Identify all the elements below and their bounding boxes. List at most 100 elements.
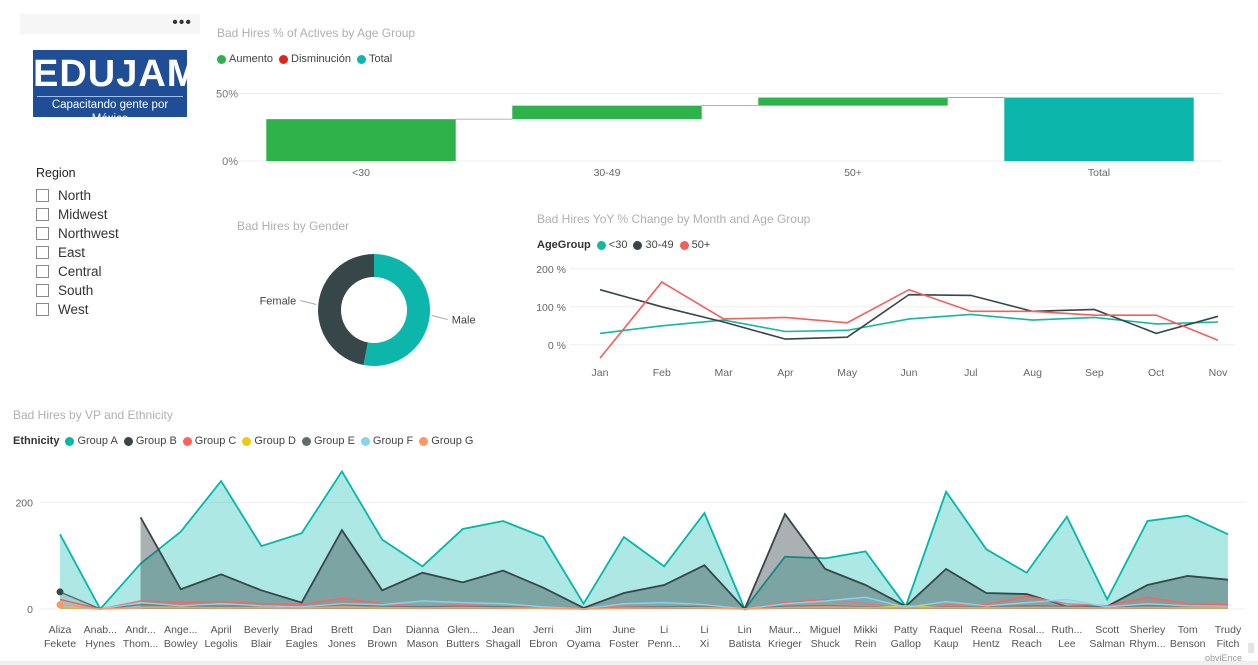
x-tick-label-dan-brown: Dan Brown xyxy=(367,624,397,650)
slicer-item-central[interactable]: Central xyxy=(36,262,196,281)
x-tick-label-glen-butters: Glen... Butters xyxy=(446,624,479,650)
logo-tagline: Capacitando gente por México xyxy=(51,99,169,125)
x-tick-label: Mar xyxy=(715,367,734,379)
area-line xyxy=(59,596,1229,610)
legend-dot xyxy=(182,436,192,446)
checkbox[interactable] xyxy=(36,189,49,202)
y-tick-label: 200 % xyxy=(536,264,566,276)
y-tick-label: 50% xyxy=(216,89,238,101)
waterfall-bar-50 xyxy=(758,97,948,106)
x-tick-label-dianna-mason: Dianna Mason xyxy=(406,624,439,650)
legend-item-group-f[interactable]: Group F xyxy=(360,435,413,447)
legend-item-disminucion[interactable]: Disminución xyxy=(279,53,351,65)
x-tick-label: Oct xyxy=(1148,367,1164,379)
donut-slice-male xyxy=(363,254,430,366)
x-tick-label-mikki-rein: Mikki Rein xyxy=(854,624,878,650)
line-legend: AgeGroup <30 30-49 50+ xyxy=(537,239,716,251)
x-tick-label: <30 xyxy=(352,167,370,179)
x-tick-label: Nov xyxy=(1209,367,1228,379)
legend-item-group-c[interactable]: Group C xyxy=(182,435,236,447)
legend-title: Ethnicity xyxy=(13,435,60,447)
legend-dot xyxy=(242,436,252,446)
legend-item-under-30[interactable]: <30 xyxy=(596,239,627,251)
checkbox[interactable] xyxy=(36,303,49,316)
x-tick-label-scott-salman: Scott Salman xyxy=(1089,624,1125,650)
waterfall-bar-total xyxy=(1004,97,1194,161)
checkbox[interactable] xyxy=(36,208,49,221)
watermark: obviEnce xyxy=(1204,653,1242,663)
x-tick-label: 50+ xyxy=(844,167,862,179)
area-line xyxy=(59,604,1228,610)
donut-label: Female xyxy=(260,296,297,308)
waterfall-bar-30-49 xyxy=(512,105,702,120)
legend-item-50-plus[interactable]: 50+ xyxy=(679,239,710,251)
legend-dot xyxy=(360,436,370,446)
legend-dot xyxy=(123,436,133,446)
area-line xyxy=(59,595,1229,610)
checkbox[interactable] xyxy=(36,227,49,240)
legend-dot xyxy=(217,54,226,64)
area-series-group-f xyxy=(59,596,1229,610)
x-tick-label: Sep xyxy=(1085,367,1104,379)
legend-item-group-a[interactable]: Group A xyxy=(65,435,118,447)
x-tick-label-lin-batista: Lin Batista xyxy=(729,624,761,650)
waterfall-title: Bad Hires % of Actives by Age Group xyxy=(217,26,416,40)
donut-leader-line xyxy=(300,300,317,306)
area-series-group-g xyxy=(59,604,1228,610)
x-tick-label: Jan xyxy=(592,367,609,379)
edujam-logo: EDUJAM Capacitando gente por México xyxy=(33,50,200,125)
y-tick-label: 100 % xyxy=(536,302,566,314)
slicer-item-east[interactable]: East xyxy=(36,243,196,262)
donut-chart: Male Female xyxy=(260,254,476,366)
x-tick-label-jim-oyama: Jim Oyama xyxy=(567,624,601,650)
checkbox[interactable] xyxy=(36,265,49,278)
logo-divider xyxy=(37,96,183,97)
logo-wordmark: EDUJAM xyxy=(33,53,200,95)
slicer-item-midwest[interactable]: Midwest xyxy=(36,205,196,224)
x-tick-label-tom-benson: Tom Benson xyxy=(1170,624,1206,650)
x-tick-label: Apr xyxy=(777,367,794,379)
x-tick-label-miguel-shuck: Miguel Shuck xyxy=(810,624,841,650)
legend-item-total[interactable]: Total xyxy=(356,53,392,65)
x-tick-label-jerri-ebron: Jerri Ebron xyxy=(529,624,557,650)
scrollbar[interactable] xyxy=(1248,643,1254,653)
x-tick-label-sherley-rhym: Sherley Rhym... xyxy=(1129,624,1166,650)
x-tick-label-trudy-fitch: Trudy Fitch xyxy=(1215,624,1242,650)
checkbox[interactable] xyxy=(36,246,49,259)
legend-item-group-b[interactable]: Group B xyxy=(123,435,177,447)
slicer-item-west[interactable]: West xyxy=(36,300,196,319)
slicer-item-north[interactable]: North xyxy=(36,186,196,205)
x-tick-label-ange-bowley: Ange... Bowley xyxy=(164,624,199,650)
checkbox[interactable] xyxy=(36,284,49,297)
slicer-item-northwest[interactable]: Northwest xyxy=(36,224,196,243)
x-tick-label-anab-hynes: Anab... Hynes xyxy=(84,624,117,650)
area-point xyxy=(56,601,64,609)
legend-item-group-d[interactable]: Group D xyxy=(242,435,296,447)
donut-label: Male xyxy=(452,314,476,326)
legend-dot xyxy=(679,240,689,250)
x-tick-label: Jul xyxy=(964,367,977,379)
y-tick-label: 0 xyxy=(27,604,33,616)
legend-title: AgeGroup xyxy=(537,239,591,251)
legend-dot xyxy=(419,436,429,446)
donut-leader-line xyxy=(431,314,448,320)
area-line xyxy=(59,469,1229,611)
area-legend: Ethnicity Group A Group B Group C Group … xyxy=(13,435,479,447)
x-tick-label-april-legolis: April Legolis xyxy=(204,624,237,650)
area-title: Bad Hires by VP and Ethnicity xyxy=(13,408,173,422)
legend-dot xyxy=(301,436,311,446)
legend-item-group-g[interactable]: Group G xyxy=(419,435,473,447)
filter-bar: ••• xyxy=(20,14,200,34)
x-tick-label-jean-shagall: Jean Shagall xyxy=(486,624,521,650)
legend-dot xyxy=(65,436,75,446)
slicer-item-south[interactable]: South xyxy=(36,281,196,300)
legend-item-aumento[interactable]: Aumento xyxy=(217,53,273,65)
legend-item-30-49[interactable]: 30-49 xyxy=(633,239,674,251)
x-tick-label: Jun xyxy=(901,367,918,379)
y-tick-label: 0 % xyxy=(548,340,566,352)
line-title: Bad Hires YoY % Change by Month and Age … xyxy=(537,212,811,226)
legend-item-group-e[interactable]: Group E xyxy=(301,435,355,447)
region-slicer: Region North Midwest Northwest East Cent… xyxy=(36,166,196,319)
x-tick-label-rosal-reach: Rosal... Reach xyxy=(1009,624,1045,650)
more-options-icon[interactable]: ••• xyxy=(172,14,192,31)
